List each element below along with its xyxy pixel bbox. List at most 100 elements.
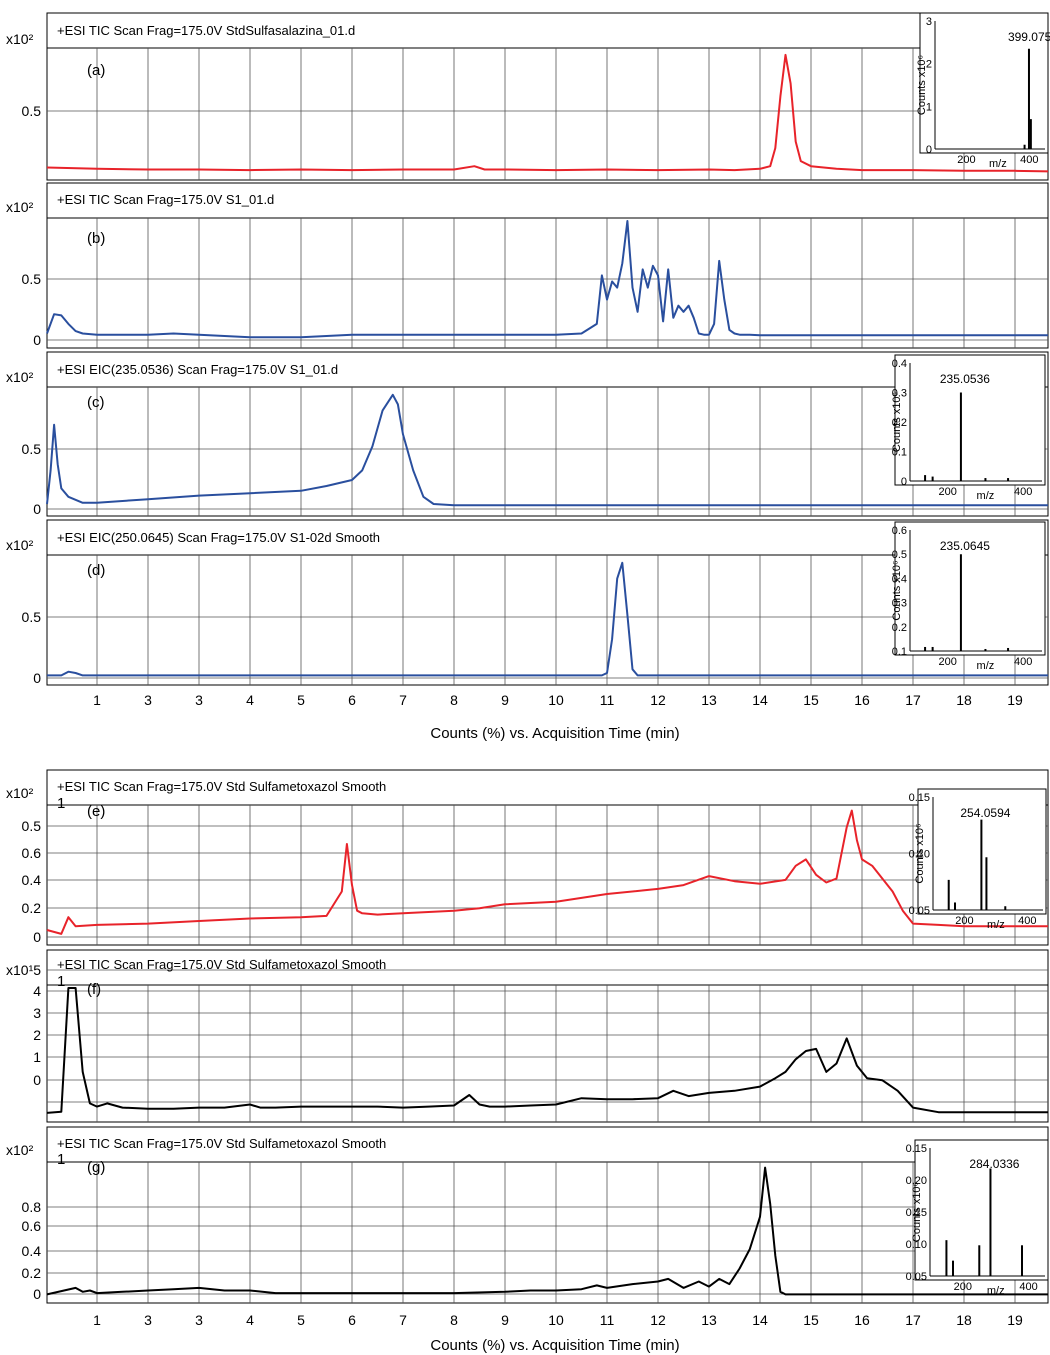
x-tick-label: 16: [854, 692, 870, 708]
inset-peak-label: 235.0645: [940, 539, 990, 553]
inset-x-tick-label: 200: [939, 656, 957, 668]
y-tick-label: 3: [33, 1005, 41, 1021]
inset-y-tick-label: 0.3: [892, 598, 907, 610]
inset-y-tick-label: 0.4: [892, 573, 907, 585]
x-tick-label: 7: [399, 692, 407, 708]
panel-frame: [46, 769, 1049, 946]
inset-y-tick-label: 0.10: [906, 1239, 927, 1251]
chromatogram-trace-g: [46, 1166, 1048, 1296]
panel-frame: [46, 519, 1049, 686]
x-tick-label: 5: [297, 1312, 305, 1328]
inset-x-tick-label: 200: [954, 1281, 972, 1293]
y-tick-label: 0.6: [22, 1218, 42, 1234]
x-tick-label: 8: [450, 692, 458, 708]
y-tick-label: 0.5: [22, 818, 42, 834]
y-tick-label: 0.4: [22, 1243, 42, 1259]
panel-title: +ESI TIC Scan Frag=175.0V StdSulfasalazi…: [57, 23, 355, 38]
inset-y-tick-label: 0.15: [906, 1143, 927, 1155]
y-tick-label: 0.2: [22, 1265, 42, 1281]
inset-x-axis-label: m/z: [977, 660, 995, 672]
x-tick-label: 16: [854, 1312, 870, 1328]
inset-peak-label: 284.0336: [969, 1157, 1019, 1171]
y-tick-label: 0.8: [22, 1199, 42, 1215]
y-scale-label: x10²: [6, 537, 34, 553]
chromatogram-trace-c: [46, 393, 1048, 507]
y-tick-label: 5: [33, 962, 41, 978]
inset-y-axis-label: Counts x10⁶: [891, 392, 903, 452]
x-tick-label: 13: [701, 692, 717, 708]
x-tick-label: 13: [701, 1312, 717, 1328]
y-tick-label: 0: [33, 1072, 41, 1088]
panel-title: +ESI TIC Scan Frag=175.0V S1_01.d: [57, 192, 274, 207]
y-scale-label: x10²: [6, 369, 34, 385]
y-tick-label: 0: [33, 501, 41, 517]
x-tick-label: 5: [297, 692, 305, 708]
x-tick-label: 9: [501, 692, 509, 708]
x-tick-label: 3: [195, 692, 203, 708]
x-tick-label: 8: [450, 1312, 458, 1328]
x-tick-label: 6: [348, 692, 356, 708]
x-tick-label: 11: [600, 692, 615, 708]
inset-x-axis-label: m/z: [977, 490, 995, 502]
mass-spectrum-inset-c: 0.4 0.3 0.2 0.1 0 200 400 m/z Counts x10⁶ 235.053…: [891, 354, 1046, 502]
inset-y-tick-label: 2: [926, 59, 932, 71]
panel-title: +ESI EIC(235.0536) Scan Frag=175.0V S1_0…: [57, 362, 338, 377]
panel-label: (d): [87, 562, 105, 579]
x-tick-label: 15: [803, 1312, 819, 1328]
chart-panel-b: +ESI TIC Scan Frag=175.0V S1_01.d x10² (b)…: [6, 182, 1049, 349]
x-tick-label: 18: [956, 692, 972, 708]
panel-label: (c): [87, 394, 105, 411]
inset-frame: [894, 521, 1046, 656]
x-tick-label: 14: [752, 692, 768, 708]
x-tick-label: 10: [548, 1312, 564, 1328]
inset-y-tick-label: 1: [926, 101, 932, 113]
chromatogram-trace-e: [46, 809, 1048, 935]
x-tick-label: 17: [905, 1312, 921, 1328]
inset-x-tick-label: 200: [957, 154, 975, 166]
inset-y-tick-label: 0.1: [892, 646, 907, 658]
x-tick-label: 17: [905, 692, 921, 708]
inset-y-tick-label: 0.6: [892, 525, 907, 537]
x-tick-label: 1: [93, 1312, 101, 1328]
inset-y-tick-label: 0.10: [909, 849, 930, 861]
panel-label: (e): [87, 803, 105, 820]
x-tick-label: 7: [399, 1312, 407, 1328]
panel-title: +ESI EIC(250.0645) Scan Frag=175.0V S1-0…: [57, 530, 380, 545]
inset-y-axis-label: Counts x10⁶: [911, 1182, 923, 1242]
corner-label: 1: [57, 973, 65, 990]
inset-peak-label: 254.0594: [960, 806, 1010, 820]
inset-x-axis-label: m/z: [989, 158, 1007, 170]
corner-label: 1: [57, 795, 65, 812]
panel-label: (g): [87, 1159, 105, 1176]
x-tick-label: 11: [600, 1312, 615, 1328]
inset-y-axis-label: Counts x10⁶: [891, 560, 903, 620]
inset-y-tick-label: 3: [926, 16, 932, 28]
inset-x-tick-label: 400: [1014, 656, 1032, 668]
chart-panel-c: +ESI EIC(235.0536) Scan Frag=175.0V S1_0…: [6, 351, 1049, 517]
chart-panel-e: +ESI TIC Scan Frag=175.0V Std Sulfametox…: [6, 769, 1049, 946]
inset-y-tick-label: 0.1: [892, 447, 907, 459]
panel-frame: [46, 949, 1049, 1123]
y-tick-label: 0: [33, 1286, 41, 1302]
inset-frame: [919, 12, 1049, 154]
x-tick-label: 6: [348, 1312, 356, 1328]
panel-frame: [46, 182, 1049, 349]
y-scale-label: x10²: [6, 199, 34, 215]
inset-x-tick-label: 200: [955, 915, 973, 927]
inset-x-tick-label: 400: [1019, 1281, 1037, 1293]
x-tick-label: 19: [1007, 1312, 1023, 1328]
chart-panel-a: +ESI TIC Scan Frag=175.0V StdSulfasalazi…: [6, 12, 1050, 181]
x-tick-label: 15: [803, 692, 819, 708]
inset-y-tick-label: 0.2: [892, 622, 907, 634]
x-tick-label: 4: [246, 692, 254, 708]
inset-x-axis-label: m/z: [987, 1285, 1005, 1297]
x-tick-label: 4: [246, 1312, 254, 1328]
corner-label: 1: [57, 1151, 65, 1168]
x-tick-label: 18: [956, 1312, 972, 1328]
inset-y-tick-label: 0: [926, 144, 932, 156]
inset-y-axis-label: Counts x10⁶: [916, 55, 928, 115]
inset-y-tick-label: 0.05: [906, 1271, 927, 1283]
y-tick-label: 0.5: [22, 441, 42, 457]
